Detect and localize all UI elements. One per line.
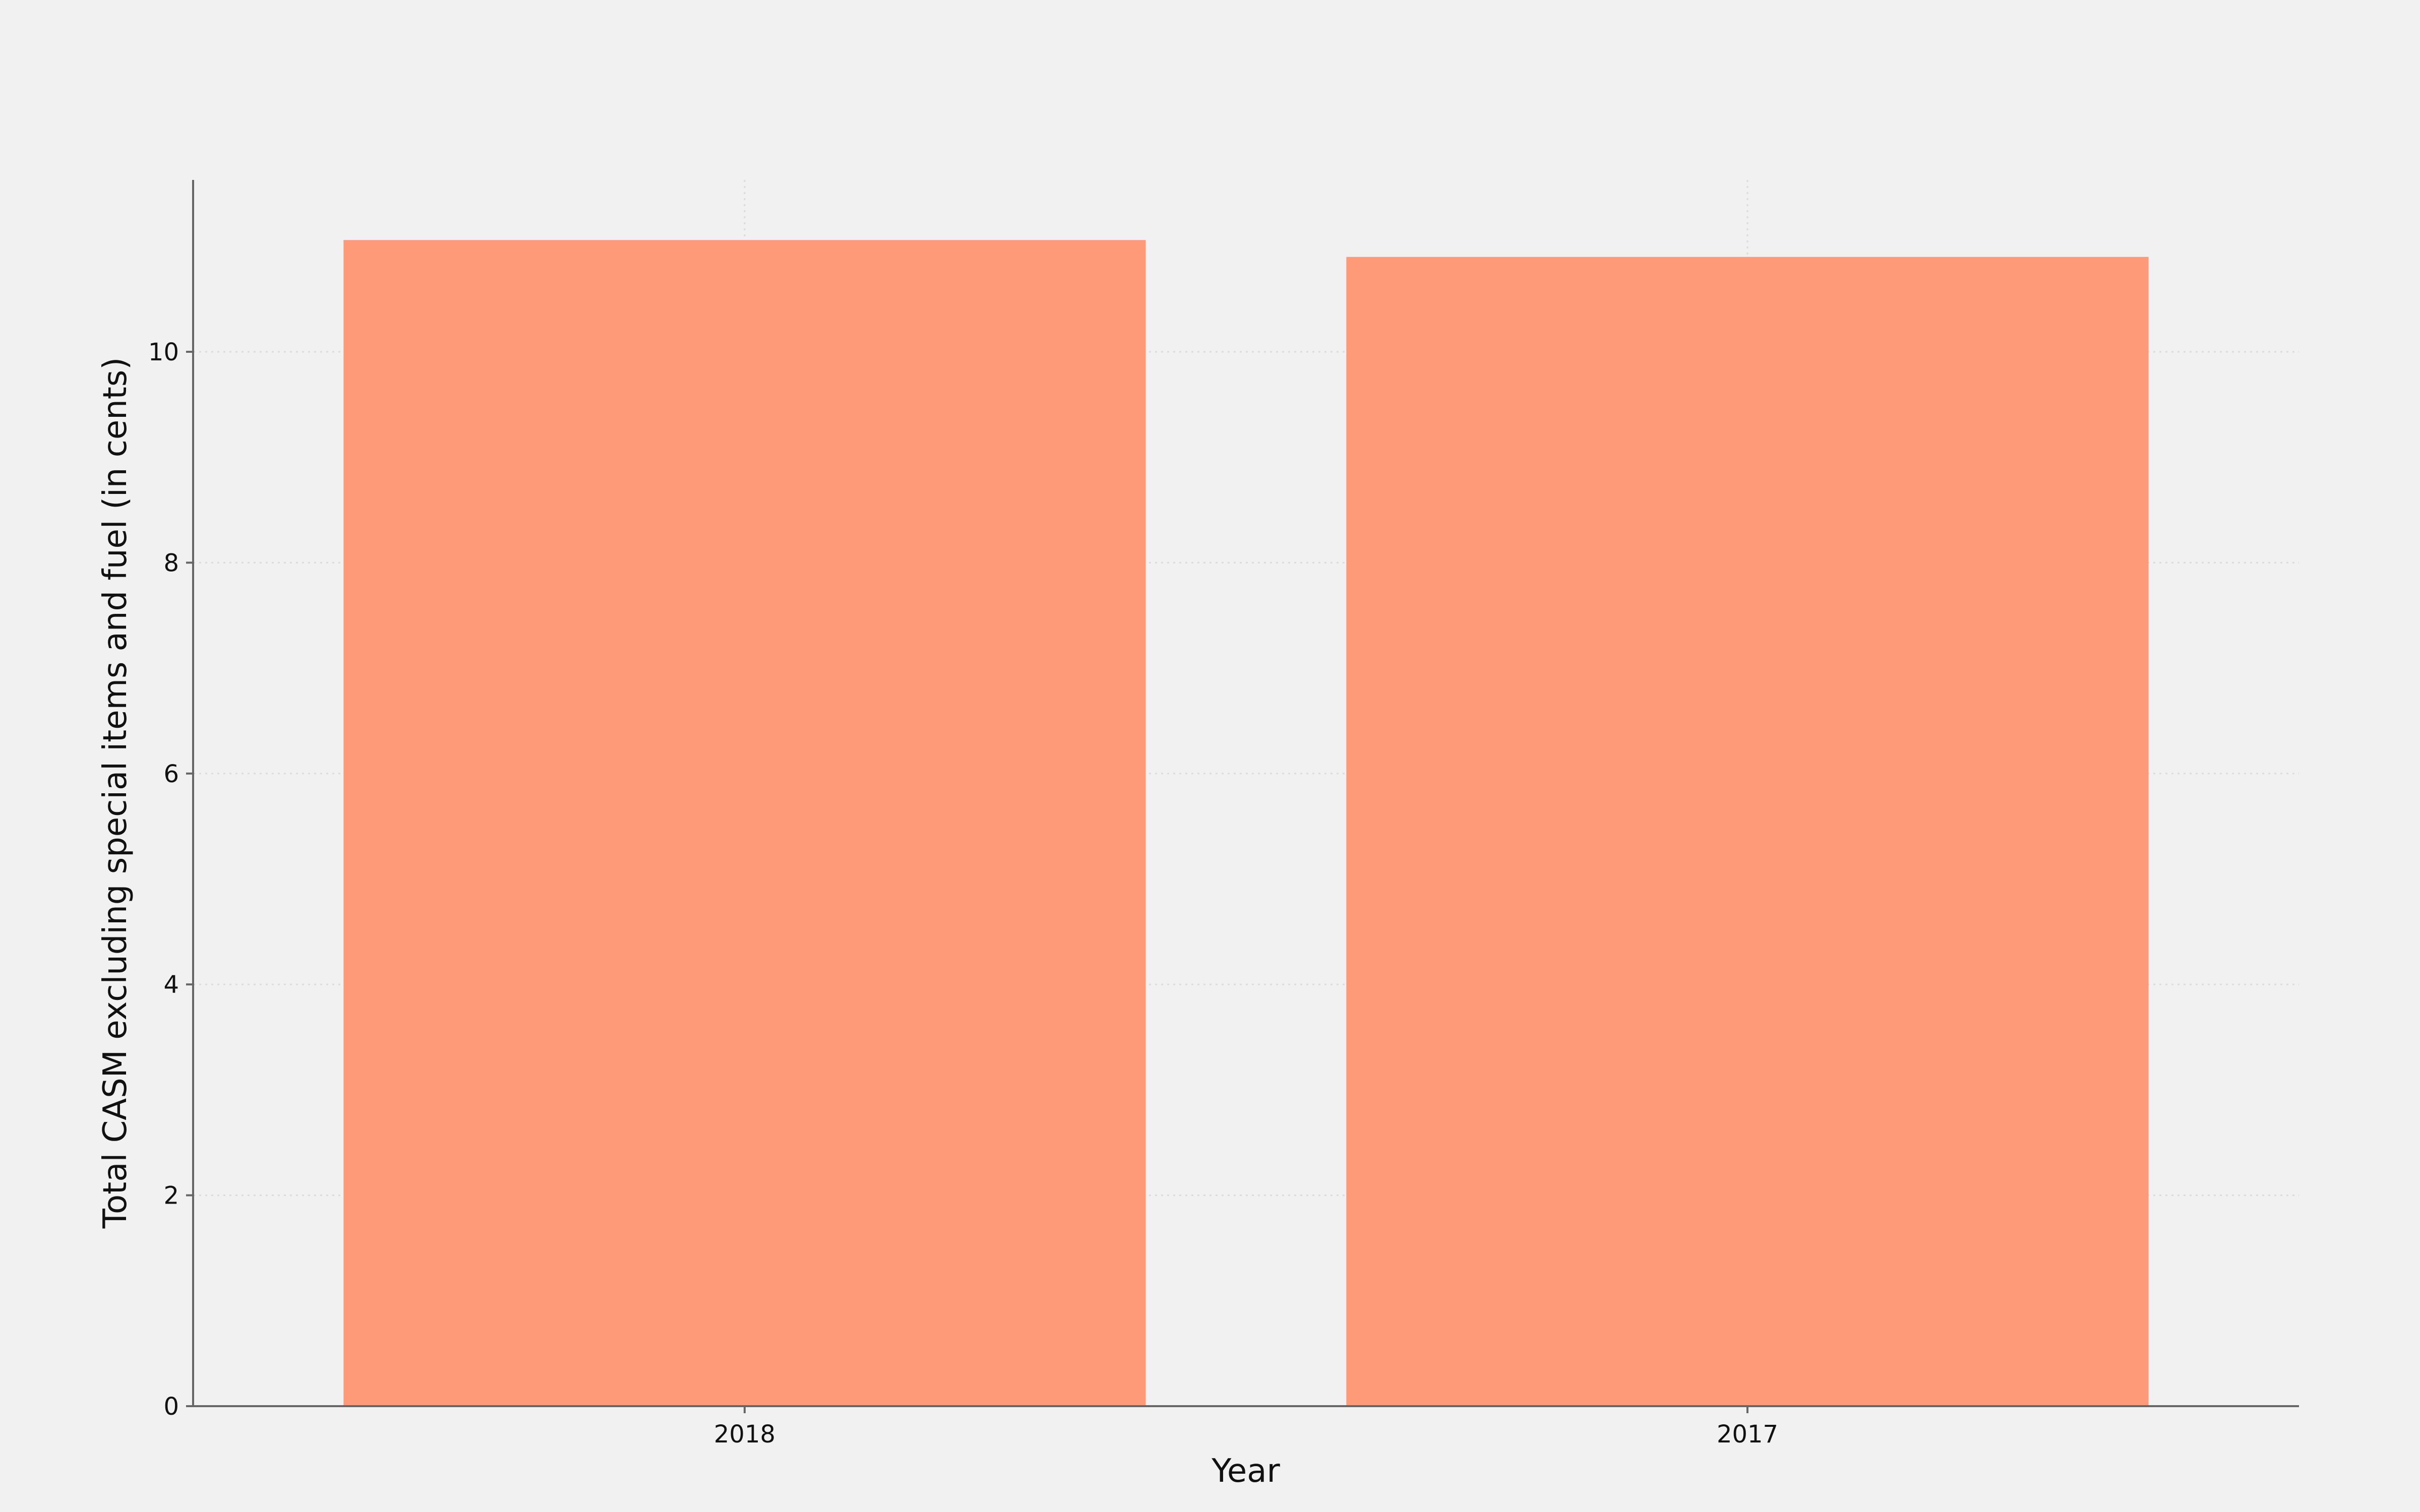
y-tick-label: 6 [163, 760, 179, 788]
x-axis-title: Year [1211, 1453, 1280, 1490]
y-tick-label: 4 [163, 971, 179, 999]
x-ticks: 2018 2017 [714, 1406, 1778, 1448]
y-tick-label: 8 [163, 549, 179, 577]
y-axis-title: Total CASM excluding special items and f… [97, 357, 134, 1229]
y-tick-label: 0 [163, 1393, 179, 1421]
y-tick-label: 2 [163, 1182, 179, 1210]
x-tick-label: 2017 [1717, 1420, 1778, 1448]
axes [192, 180, 2299, 1407]
y-tick-label: 10 [148, 338, 179, 366]
x-tick-label: 2018 [714, 1420, 775, 1448]
y-ticks: 0 2 4 6 8 10 [148, 338, 193, 1421]
bars [343, 240, 2149, 1407]
bar-2018 [343, 240, 1146, 1407]
bar-2017 [1346, 257, 2149, 1406]
